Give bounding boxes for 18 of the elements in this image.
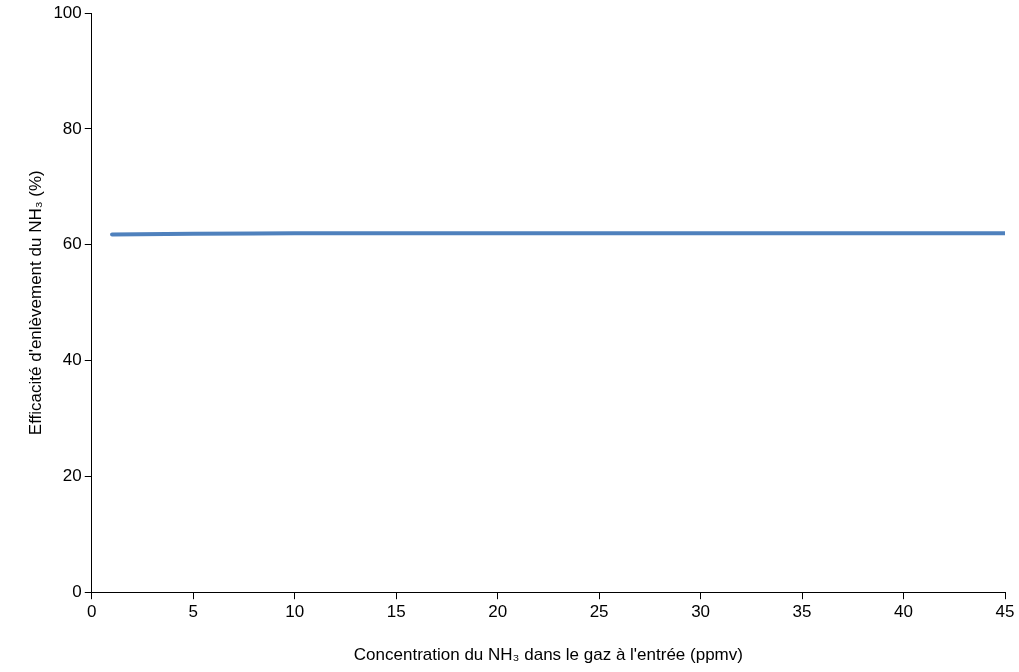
x-tick-label: 0 xyxy=(87,602,97,622)
x-axis-title: Concentration du NH₃ dans le gaz à l'entrée (ppmv) xyxy=(353,645,743,665)
x-tick-label: 35 xyxy=(792,602,812,622)
y-tick-label: 20 xyxy=(62,466,82,486)
y-tick-label: 60 xyxy=(62,234,82,254)
x-tick-label: 30 xyxy=(691,602,711,622)
y-tick-label: 100 xyxy=(53,2,82,22)
y-tick-label: 40 xyxy=(62,350,82,370)
x-tick-label: 45 xyxy=(995,602,1015,622)
x-tick-label: 25 xyxy=(589,602,609,622)
y-tick-label: 80 xyxy=(62,118,82,138)
x-tick-label: 10 xyxy=(285,602,305,622)
x-tick-label: 5 xyxy=(188,602,198,622)
y-tick-label: 0 xyxy=(72,581,82,601)
x-tick-label: 20 xyxy=(488,602,508,622)
y-axis-title: Efficacité d'enlèvement du NH₃ (%) xyxy=(25,170,45,436)
x-tick-label: 40 xyxy=(894,602,913,622)
x-tick-label: 15 xyxy=(386,602,406,622)
